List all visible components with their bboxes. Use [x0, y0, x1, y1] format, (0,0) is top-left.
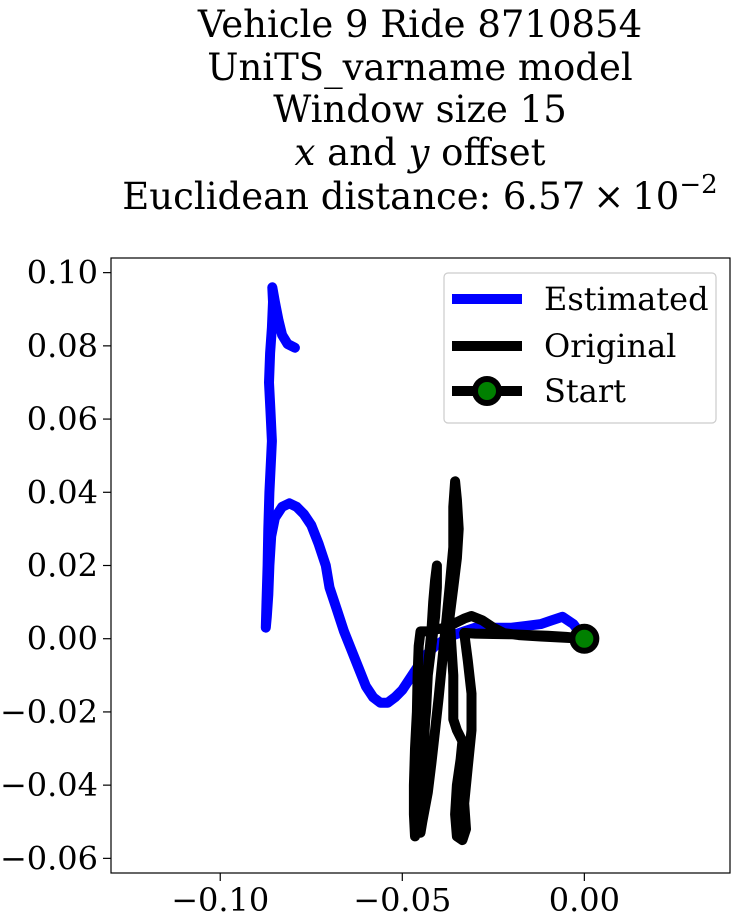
y-tick-label: 0.04 — [27, 473, 98, 511]
y-tick-label: 0.10 — [27, 254, 98, 292]
series-layer — [260, 282, 600, 846]
y-tick-label: −0.02 — [0, 693, 98, 731]
legend-original-label: Original — [544, 327, 676, 365]
y-tick-label: −0.06 — [0, 839, 98, 877]
start-marker — [569, 623, 600, 654]
y-tick-label: 0.00 — [27, 620, 98, 658]
x-tick-label: −0.10 — [171, 881, 269, 919]
legend-estimated-label: Estimated — [544, 280, 709, 318]
title-times: × — [593, 175, 624, 218]
title-distance: Euclidean distance: 6.57 — [122, 175, 585, 218]
legend: Estimated Original Start — [443, 272, 717, 424]
legend-start-marker — [472, 376, 502, 406]
title-exponent: −2 — [679, 170, 717, 200]
title-offset: offset — [429, 131, 545, 174]
title-line-5: Euclidean distance: 6.57 × 10−2 — [122, 170, 717, 218]
y-tick-label: −0.04 — [0, 766, 98, 804]
x-tick-label: 0.00 — [549, 881, 620, 919]
series-original-line — [408, 476, 590, 846]
title-line-3: Window size 15 — [273, 88, 567, 131]
y-tick-label: 0.02 — [27, 547, 98, 585]
y-tick-label: 0.08 — [27, 327, 98, 365]
title-base: 10 — [632, 175, 679, 218]
legend-box — [443, 272, 717, 424]
title-and: and — [315, 131, 408, 174]
legend-start-label: Start — [544, 372, 626, 410]
y-tick-label: 0.06 — [27, 400, 98, 438]
title-line-2: UniTS_varname model — [207, 46, 632, 90]
title-var-y: y — [407, 131, 431, 174]
title-line-4: x and y offset — [295, 131, 546, 174]
x-tick-label: −0.05 — [353, 881, 451, 919]
ticks-layer: 0.10 0.08 0.06 0.04 0.02 0.00 −0.02 −0.04 −0.06 −… — [0, 254, 620, 919]
title-var-x: x — [295, 131, 316, 174]
title-line-1: Vehicle 9 Ride 8710854 — [197, 3, 642, 46]
chart-title: Vehicle 9 Ride 8710854 UniTS_varname mod… — [122, 3, 717, 218]
